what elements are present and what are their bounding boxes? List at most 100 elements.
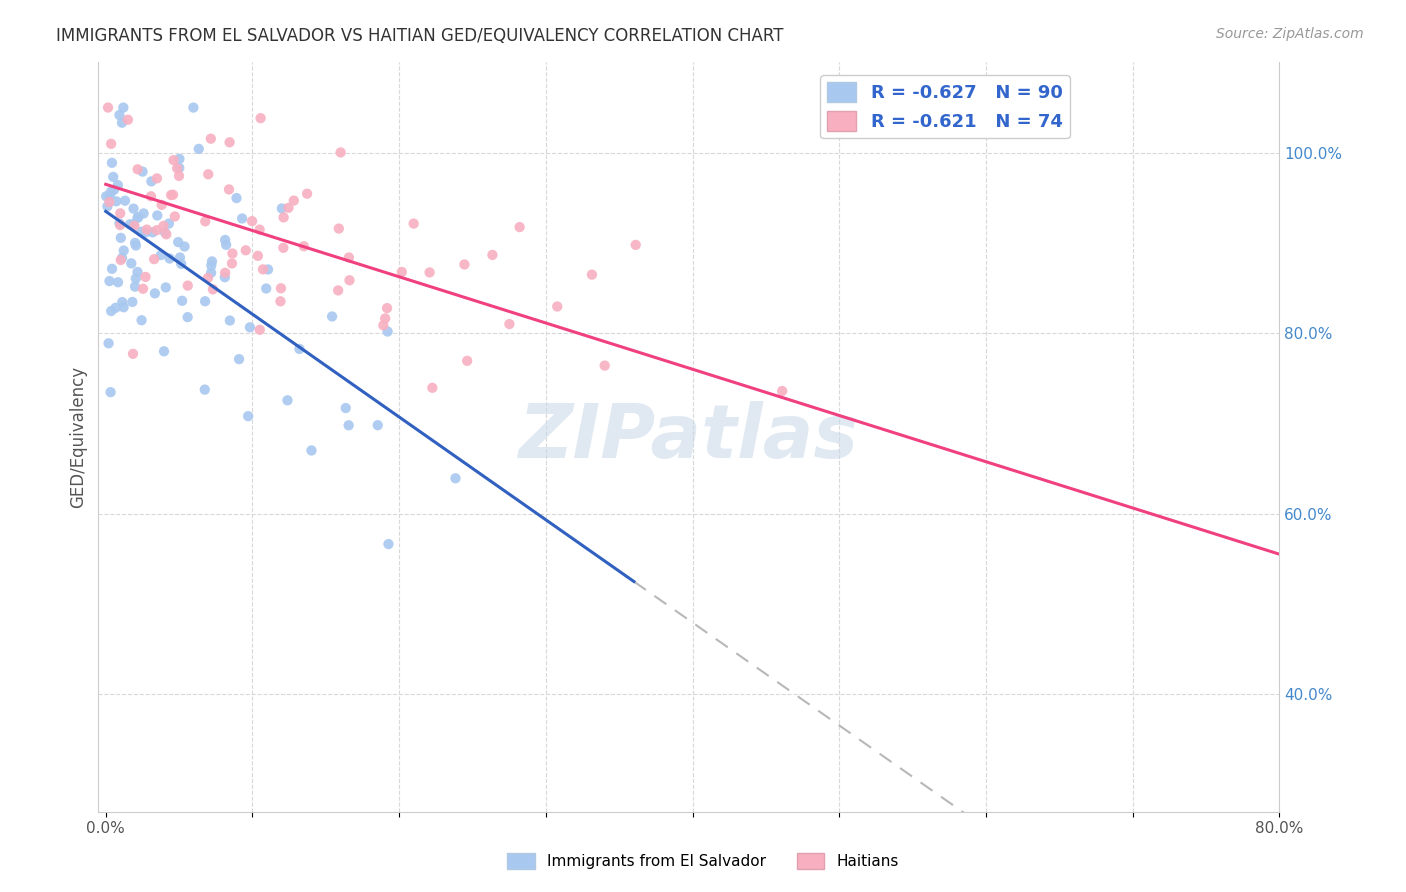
Point: [200, 266, 222, 280]
Point: [169, 161, 191, 175]
Point: [375, 301, 398, 315]
Point: [157, 217, 180, 231]
Point: [172, 293, 194, 308]
Point: [135, 222, 157, 236]
Point: [167, 169, 190, 183]
Point: [112, 300, 135, 314]
Point: [105, 194, 128, 209]
Point: [111, 116, 134, 130]
Point: [249, 111, 271, 125]
Point: [104, 301, 127, 315]
Point: [132, 282, 155, 296]
Point: [143, 286, 166, 301]
Point: [101, 261, 124, 276]
Point: [377, 325, 399, 339]
Point: [173, 239, 195, 253]
Point: [108, 108, 131, 122]
Legend: R = -0.627   N = 90, R = -0.621   N = 74: R = -0.627 N = 90, R = -0.621 N = 74: [820, 75, 1070, 138]
Point: [218, 313, 240, 327]
Point: [328, 221, 350, 235]
Point: [107, 178, 129, 193]
Point: [176, 310, 198, 325]
Text: Source: ZipAtlas.com: Source: ZipAtlas.com: [1216, 27, 1364, 41]
Point: [481, 248, 503, 262]
Text: IMMIGRANTS FROM EL SALVADOR VS HAITIAN GED/EQUIVALENCY CORRELATION CHART: IMMIGRANTS FROM EL SALVADOR VS HAITIAN G…: [56, 27, 783, 45]
Point: [498, 317, 520, 331]
Point: [321, 310, 343, 324]
Point: [329, 145, 352, 160]
Point: [149, 248, 172, 262]
Point: [215, 238, 238, 252]
Point: [373, 318, 395, 333]
Point: [456, 354, 478, 368]
Point: [152, 219, 174, 233]
Point: [107, 275, 129, 289]
Point: [100, 385, 122, 400]
Point: [100, 304, 122, 318]
Point: [169, 251, 191, 265]
Point: [228, 352, 250, 367]
Point: [111, 251, 134, 265]
Point: [139, 189, 162, 203]
Point: [162, 187, 184, 202]
Point: [159, 252, 181, 266]
Point: [292, 239, 315, 253]
Point: [249, 323, 271, 337]
Point: [98, 274, 121, 288]
Point: [453, 257, 475, 271]
Point: [155, 227, 177, 242]
Text: ZIPatlas: ZIPatlas: [519, 401, 859, 474]
Point: [402, 217, 425, 231]
Point: [98, 189, 121, 203]
Point: [187, 142, 209, 156]
Point: [273, 211, 295, 225]
Point: [117, 112, 139, 127]
Point: [194, 383, 217, 397]
Point: [295, 186, 318, 201]
Point: [374, 311, 396, 326]
Point: [770, 384, 793, 398]
Point: [100, 136, 122, 151]
Point: [257, 262, 280, 277]
Point: [131, 313, 153, 327]
Point: [134, 269, 156, 284]
Point: [122, 218, 145, 232]
Point: [97, 101, 120, 115]
Point: [121, 295, 143, 310]
Point: [143, 252, 166, 267]
Point: [100, 185, 122, 199]
Point: [200, 131, 222, 145]
Point: [225, 191, 247, 205]
Point: [326, 284, 349, 298]
Point: [167, 235, 190, 249]
Point: [96, 189, 118, 203]
Point: [112, 244, 135, 258]
Point: [169, 152, 191, 166]
Point: [101, 156, 124, 170]
Point: [110, 231, 132, 245]
Point: [444, 471, 467, 485]
Point: [194, 294, 217, 309]
Point: [122, 202, 145, 216]
Point: [236, 409, 259, 424]
Point: [283, 194, 305, 208]
Point: [166, 161, 188, 176]
Point: [160, 188, 183, 202]
Point: [581, 268, 603, 282]
Point: [277, 201, 299, 215]
Point: [127, 210, 149, 224]
Point: [367, 418, 389, 433]
Point: [118, 217, 141, 231]
Point: [120, 256, 142, 270]
Point: [141, 174, 163, 188]
Point: [254, 281, 277, 295]
Point: [335, 401, 357, 415]
Point: [125, 238, 148, 252]
Point: [177, 278, 200, 293]
Point: [270, 202, 292, 216]
Point: [132, 206, 155, 220]
Point: [170, 257, 193, 271]
Point: [162, 153, 184, 167]
Point: [110, 206, 132, 220]
Point: [422, 381, 444, 395]
